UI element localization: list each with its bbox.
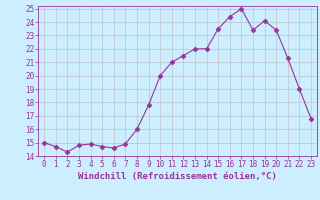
X-axis label: Windchill (Refroidissement éolien,°C): Windchill (Refroidissement éolien,°C) (78, 172, 277, 181)
